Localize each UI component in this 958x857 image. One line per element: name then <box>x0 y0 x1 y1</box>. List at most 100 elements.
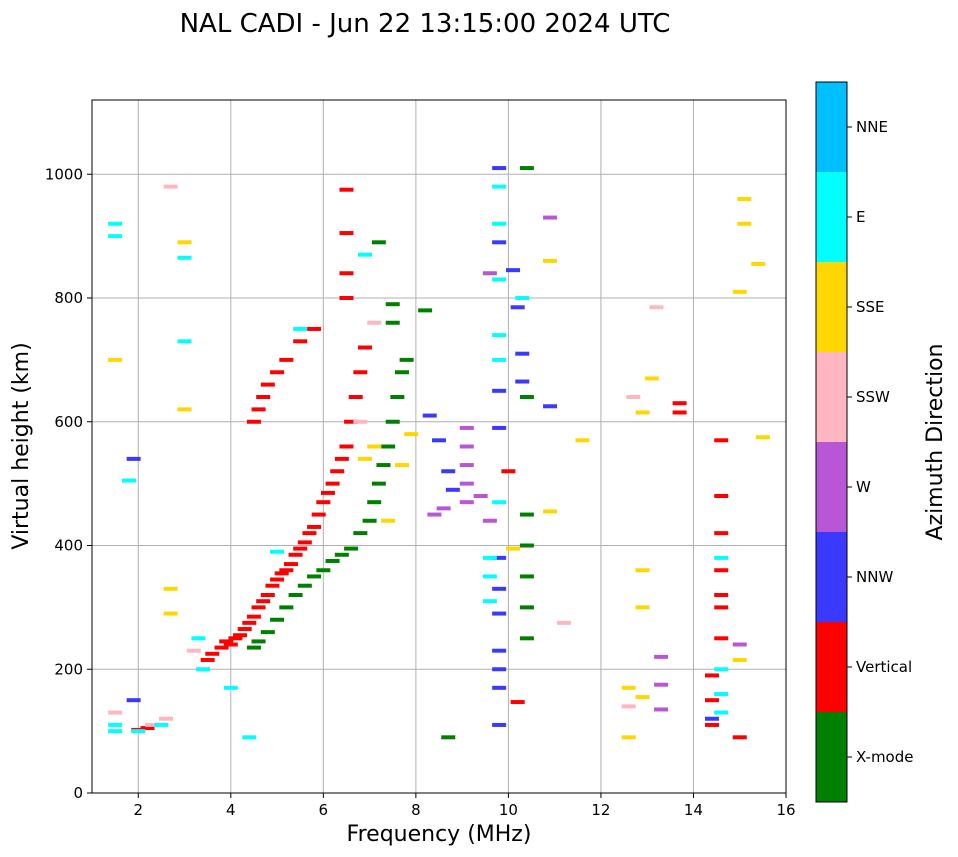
data-point <box>427 512 442 517</box>
y-axis-label: Virtual height (km) <box>9 342 34 549</box>
data-point <box>177 255 192 260</box>
data-point <box>293 339 308 344</box>
data-point <box>492 648 507 653</box>
colorbar-segment <box>816 712 847 802</box>
data-point <box>654 654 669 659</box>
data-point <box>714 605 729 610</box>
data-point <box>242 735 257 740</box>
data-point <box>519 605 534 610</box>
data-point <box>353 370 368 375</box>
data-point <box>316 500 331 505</box>
data-point <box>260 630 275 635</box>
data-point <box>339 271 354 276</box>
data-point <box>293 546 308 551</box>
data-point <box>543 258 558 263</box>
x-tick-label: 14 <box>684 801 703 819</box>
data-point <box>334 552 349 557</box>
data-point <box>214 645 229 650</box>
data-point <box>200 657 215 662</box>
data-point <box>325 481 340 486</box>
data-point <box>519 512 534 517</box>
series-sse <box>108 197 770 740</box>
data-point <box>177 240 192 245</box>
colorbar-frame <box>815 81 848 803</box>
data-point <box>302 531 317 536</box>
data-point <box>177 339 192 344</box>
data-point <box>654 707 669 712</box>
data-point <box>163 184 178 189</box>
data-point <box>357 456 372 461</box>
data-point <box>635 695 650 700</box>
series-ssw <box>108 184 664 727</box>
data-point <box>260 382 275 387</box>
data-point <box>376 463 391 468</box>
y-tick-label: 1000 <box>45 165 83 183</box>
x-tick-label: 16 <box>776 801 795 819</box>
x-tick-label: 8 <box>411 801 421 819</box>
x-tick-label: 2 <box>133 801 143 819</box>
colorbar-label: NNW <box>856 568 893 586</box>
data-point <box>441 469 456 474</box>
data-point <box>246 645 261 650</box>
y-tick-label: 200 <box>54 660 83 678</box>
data-point <box>755 435 770 440</box>
data-point <box>492 667 507 672</box>
data-point <box>714 555 729 560</box>
data-point <box>714 531 729 536</box>
data-point <box>223 685 238 690</box>
data-point <box>274 571 289 576</box>
data-point <box>515 351 530 356</box>
data-point <box>543 509 558 514</box>
data-point <box>492 221 507 226</box>
data-point <box>256 599 271 604</box>
data-point <box>385 419 400 424</box>
data-point <box>492 611 507 616</box>
series-w <box>427 215 747 712</box>
x-tick-label: 6 <box>319 801 329 819</box>
data-point <box>519 543 534 548</box>
data-point <box>635 410 650 415</box>
data-point <box>163 586 178 591</box>
data-point <box>714 593 729 597</box>
data-point <box>353 419 368 424</box>
data-point <box>714 568 729 573</box>
colorbar-label: Vertical <box>856 658 912 676</box>
data-point <box>270 577 285 582</box>
data-point <box>246 614 261 619</box>
data-point <box>501 469 516 474</box>
data-point <box>482 574 497 579</box>
data-point <box>362 518 377 523</box>
data-point <box>506 268 521 273</box>
data-point <box>418 308 433 313</box>
data-point <box>353 531 368 536</box>
colorbar-label: SSW <box>856 388 890 406</box>
data-point <box>649 305 664 310</box>
data-point <box>122 478 137 483</box>
data-point <box>320 490 335 495</box>
data-point <box>482 271 497 276</box>
data-point <box>482 518 497 523</box>
data-point <box>737 221 752 226</box>
data-point <box>459 444 474 449</box>
data-point <box>246 419 261 424</box>
data-point <box>704 698 719 703</box>
data-point <box>390 395 405 399</box>
data-point <box>492 184 507 189</box>
data-point <box>492 388 507 393</box>
series-x-mode <box>246 166 534 740</box>
y-tick-label: 800 <box>54 289 83 307</box>
data-point <box>621 685 636 690</box>
data-point <box>367 500 382 505</box>
chart-title: NAL CADI - Jun 22 13:15:00 2024 UTC <box>180 9 671 39</box>
data-point <box>445 487 460 492</box>
data-point <box>732 642 747 647</box>
data-point <box>441 735 456 740</box>
data-point <box>283 562 298 567</box>
data-point <box>714 667 729 672</box>
x-tick-label: 4 <box>226 801 236 819</box>
data-point <box>459 463 474 468</box>
data-point <box>432 438 446 443</box>
data-point <box>307 574 322 579</box>
data-point <box>459 481 474 486</box>
